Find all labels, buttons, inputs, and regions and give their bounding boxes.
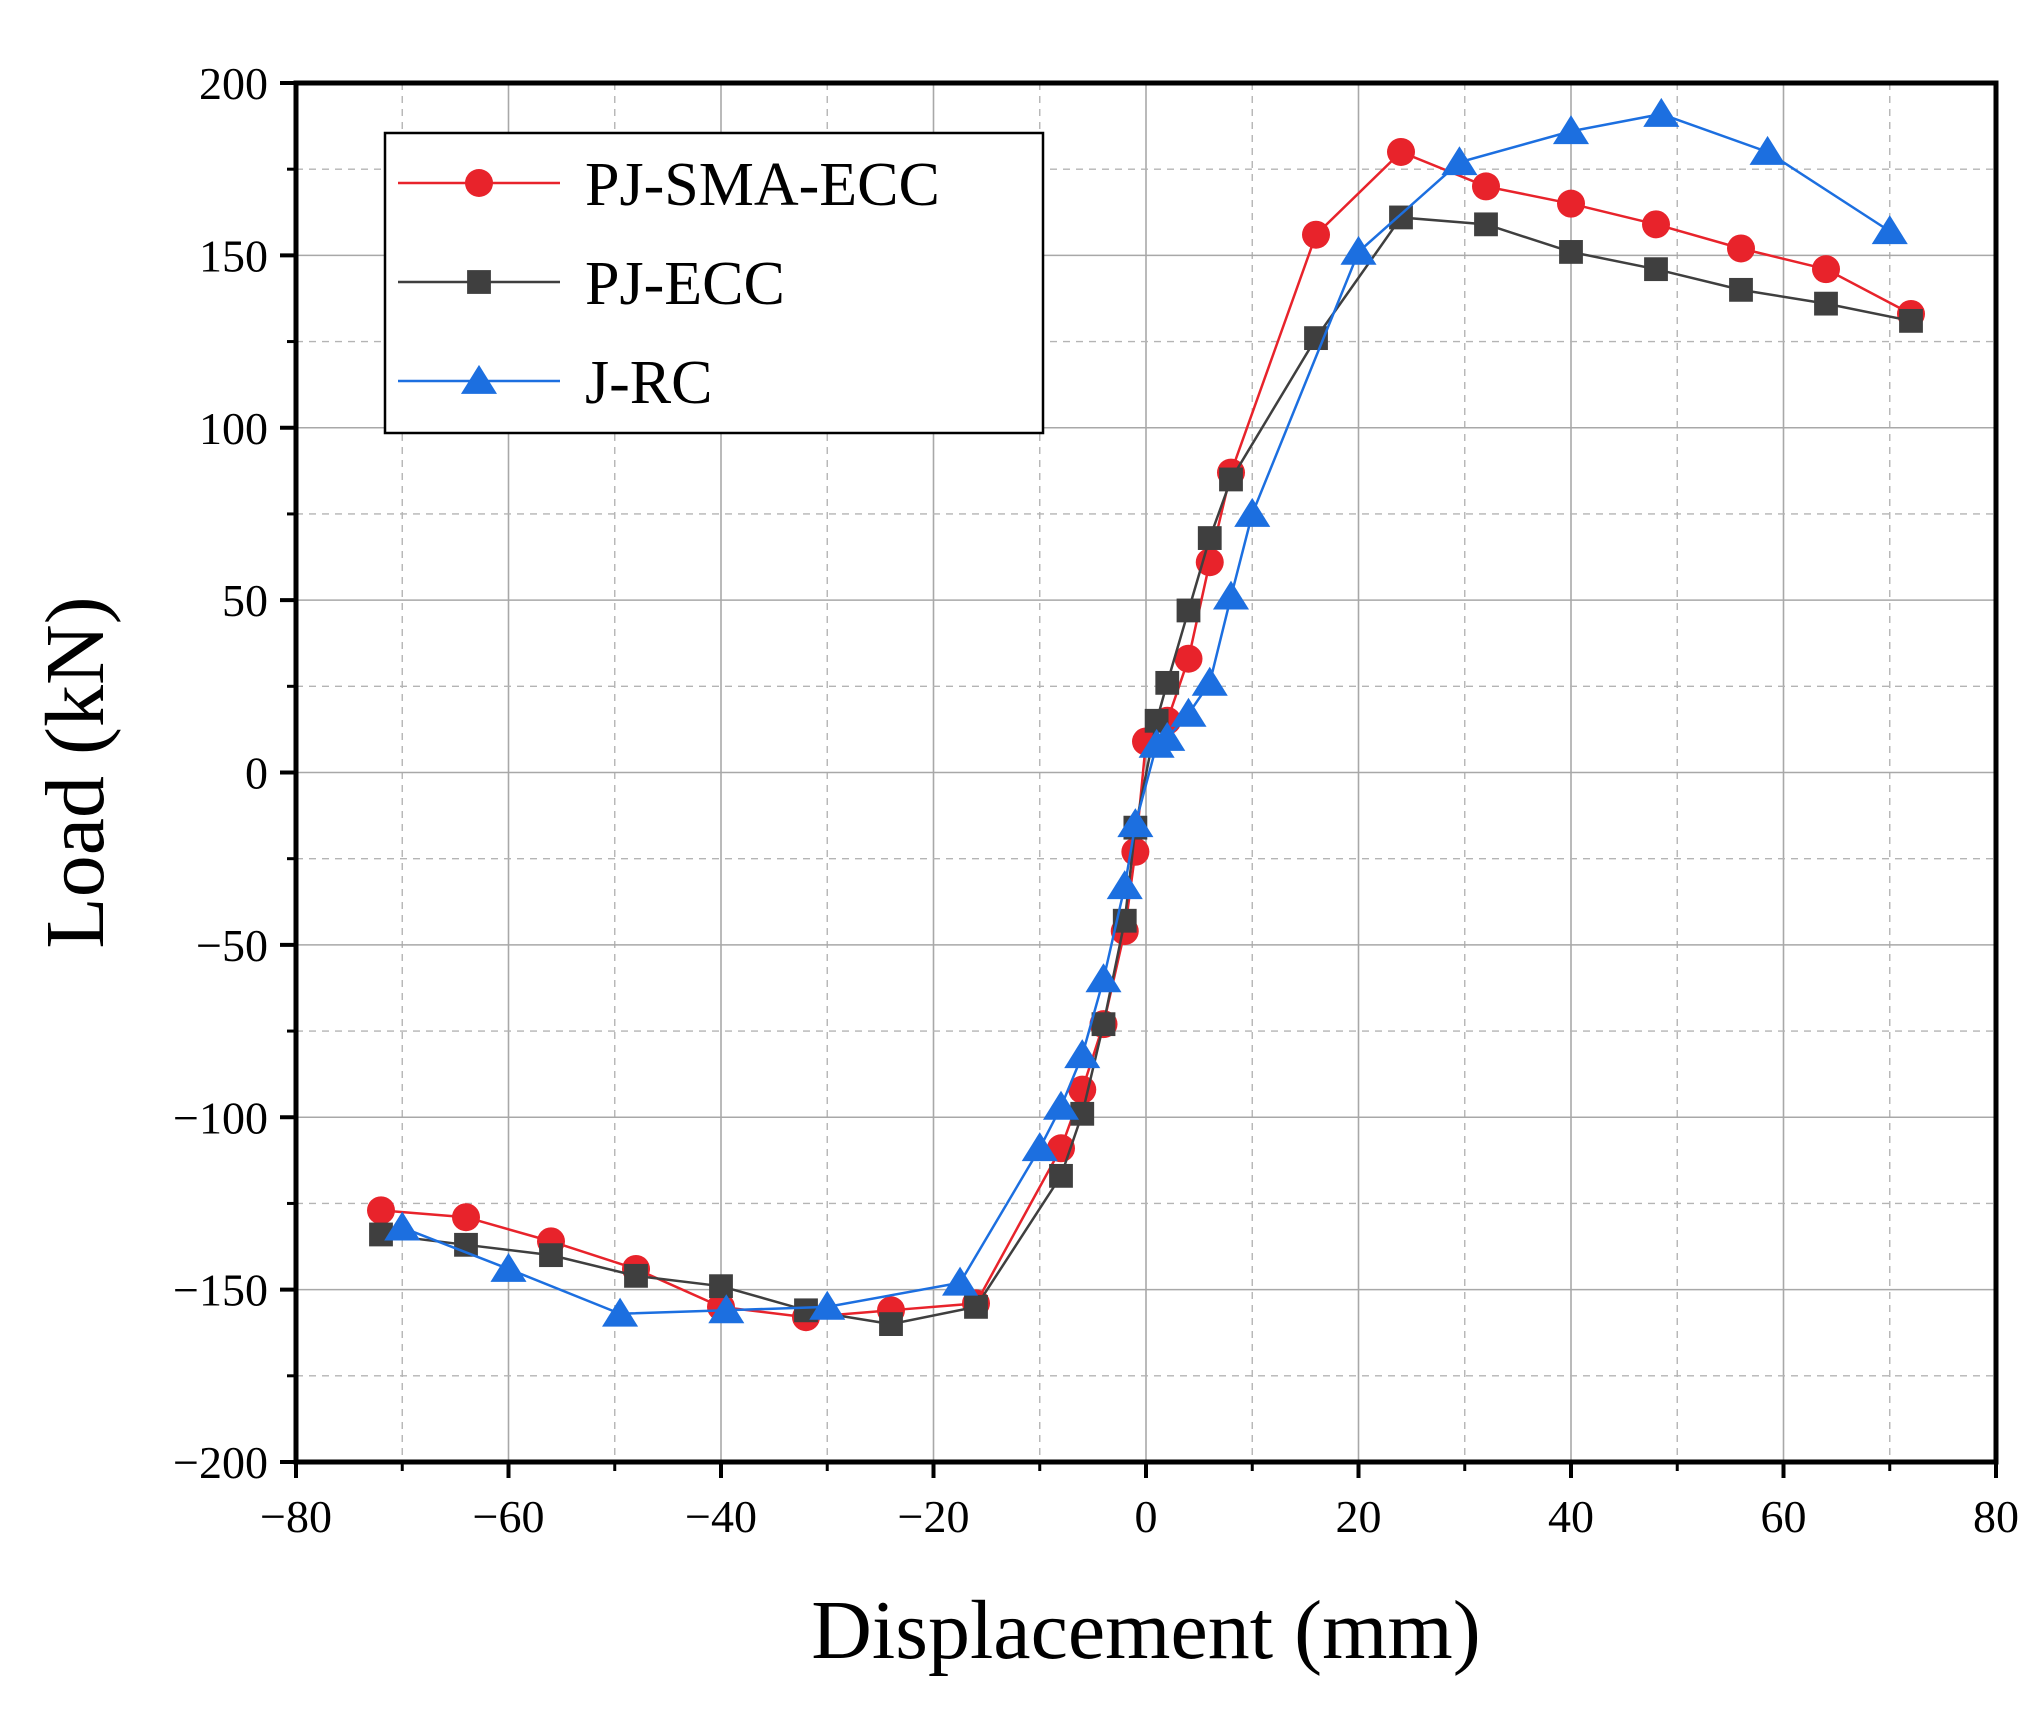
data-point-pj-ecc xyxy=(879,1312,903,1336)
data-point-j-rc xyxy=(1021,1132,1058,1162)
y-axis-title: Load (kN) xyxy=(29,596,122,948)
data-point-pj-ecc xyxy=(964,1294,988,1319)
legend-marker-j-rc xyxy=(460,364,498,394)
x-tick-label: −60 xyxy=(473,1491,545,1542)
legend-marker-pj-ecc xyxy=(467,270,491,294)
data-point-pj-sma-ecc xyxy=(1195,548,1224,577)
data-point-j-rc xyxy=(708,1294,745,1324)
data-point-j-rc xyxy=(809,1290,846,1320)
x-tick-label: 80 xyxy=(1973,1491,2019,1542)
legend-label-pj-ecc: PJ-ECC xyxy=(585,250,785,318)
data-point-j-rc xyxy=(1170,697,1207,727)
axis-ticks: −80 −60 −40 −20 0 20 40 60 80−200−150−100−500501… xyxy=(173,58,2019,1542)
series-j-rc xyxy=(384,97,1908,1327)
data-point-j-rc xyxy=(1064,1039,1101,1069)
data-point-pj-ecc xyxy=(1155,670,1180,695)
x-tick-label: 40 xyxy=(1548,1491,1594,1542)
data-point-pj-sma-ecc xyxy=(1121,837,1150,866)
legend-item-j-rc: J-RC xyxy=(398,349,712,417)
legend: PJ-SMA-ECC PJ-ECC J-RC xyxy=(383,131,1045,435)
data-point-pj-sma-ecc xyxy=(1472,172,1500,201)
series-layer xyxy=(367,97,1925,1336)
data-point-j-rc xyxy=(1117,808,1154,838)
data-point-j-rc xyxy=(384,1211,421,1241)
legend-label-j-rc: J-RC xyxy=(585,349,712,417)
legend-label-pj-sma-ecc: PJ-SMA-ECC xyxy=(585,151,940,219)
data-point-pj-ecc xyxy=(1144,708,1169,733)
data-point-j-rc xyxy=(1340,235,1377,265)
legend-marker-pj-sma-ecc xyxy=(465,169,493,197)
y-tick-label: 150 xyxy=(199,230,268,281)
y-tick-label: 100 xyxy=(199,403,268,454)
data-point-pj-ecc xyxy=(1197,526,1222,550)
y-tick-label: −50 xyxy=(196,920,268,971)
data-point-pj-ecc xyxy=(1091,1012,1116,1037)
data-point-j-rc xyxy=(1042,1090,1080,1120)
data-point-pj-ecc xyxy=(1474,212,1498,237)
data-point-j-rc xyxy=(1749,135,1786,165)
data-point-pj-ecc xyxy=(1559,240,1583,264)
data-point-pj-sma-ecc xyxy=(1642,210,1670,239)
legend-items: PJ-SMA-ECC PJ-ECC J-RC xyxy=(398,151,940,417)
data-point-j-rc xyxy=(602,1297,639,1327)
data-point-pj-ecc xyxy=(1176,598,1201,623)
x-tick-label: −40 xyxy=(685,1491,757,1542)
data-point-pj-sma-ecc xyxy=(1174,644,1203,673)
y-tick-label: −200 xyxy=(173,1437,268,1488)
data-point-j-rc xyxy=(1441,146,1478,176)
data-point-pj-ecc xyxy=(624,1263,648,1288)
data-point-pj-sma-ecc xyxy=(367,1196,395,1225)
data-point-pj-ecc xyxy=(1899,308,1923,333)
data-point-pj-ecc xyxy=(1049,1163,1073,1188)
series-line-pj-ecc xyxy=(380,216,1912,1326)
legend-item-pj-sma-ecc: PJ-SMA-ECC xyxy=(398,151,940,219)
data-point-j-rc xyxy=(1871,215,1908,245)
data-point-j-rc xyxy=(1643,97,1680,127)
series-line-j-rc xyxy=(401,112,1891,1316)
data-point-j-rc xyxy=(1552,115,1590,145)
data-point-pj-ecc xyxy=(1389,205,1413,230)
data-point-j-rc xyxy=(1106,870,1143,900)
data-point-pj-sma-ecc xyxy=(452,1203,480,1232)
y-tick-label: 0 xyxy=(245,748,268,799)
data-point-pj-ecc xyxy=(1729,277,1753,302)
data-point-pj-ecc xyxy=(1219,467,1243,492)
data-point-pj-ecc xyxy=(539,1243,563,1268)
x-tick-label: −80 xyxy=(260,1491,332,1542)
data-point-pj-ecc xyxy=(1644,257,1668,282)
data-point-j-rc xyxy=(490,1252,527,1282)
data-point-j-rc xyxy=(1234,497,1271,527)
data-point-j-rc xyxy=(1212,580,1250,610)
x-tick-label: 60 xyxy=(1761,1491,1807,1542)
x-tick-label: 20 xyxy=(1336,1491,1382,1542)
y-tick-label: −100 xyxy=(173,1092,268,1143)
x-tick-label: 0 xyxy=(1135,1491,1158,1542)
data-point-pj-sma-ecc xyxy=(1727,234,1755,263)
y-tick-label: −150 xyxy=(173,1265,268,1316)
y-tick-label: 50 xyxy=(222,575,268,626)
data-point-j-rc xyxy=(1191,666,1228,696)
data-point-pj-sma-ecc xyxy=(1387,137,1415,166)
data-point-pj-sma-ecc xyxy=(1812,255,1840,284)
data-point-j-rc xyxy=(1085,963,1122,993)
data-point-pj-ecc xyxy=(709,1274,733,1299)
data-point-j-rc xyxy=(942,1266,979,1296)
x-axis-title: Displacement (mm) xyxy=(811,1584,1480,1677)
legend-item-pj-ecc: PJ-ECC xyxy=(398,250,785,318)
data-point-pj-ecc xyxy=(1814,291,1838,316)
x-tick-label: −20 xyxy=(898,1491,970,1542)
y-tick-label: 200 xyxy=(199,58,268,109)
data-point-pj-sma-ecc xyxy=(1557,189,1585,218)
data-point-j-rc xyxy=(1149,721,1186,751)
data-point-pj-sma-ecc xyxy=(1302,220,1330,249)
